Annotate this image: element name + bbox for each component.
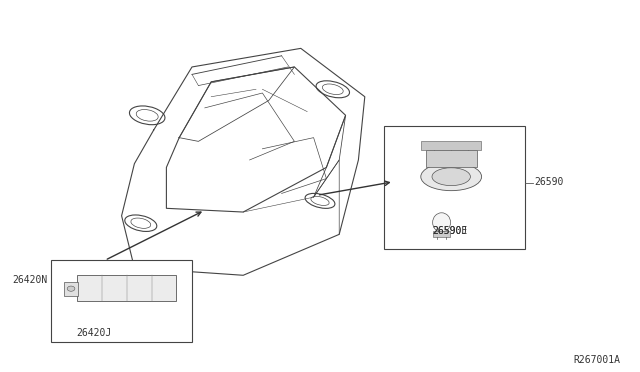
Ellipse shape [432,168,470,186]
Text: 26590J: 26590J [432,226,467,236]
Bar [51,260,192,342]
Bar [433,231,450,237]
Ellipse shape [433,213,451,232]
Bar [64,282,78,296]
Text: R267001A: R267001A [574,355,621,365]
Ellipse shape [67,286,75,291]
Bar [384,126,525,249]
Text: 26420J: 26420J [77,327,112,337]
Text: 26590: 26590 [534,177,564,187]
Bar [77,275,176,301]
Bar [421,141,481,150]
Text: 26420N: 26420N [13,275,48,285]
Ellipse shape [421,163,482,190]
Bar [426,150,477,167]
Text: 26590E: 26590E [432,226,467,236]
